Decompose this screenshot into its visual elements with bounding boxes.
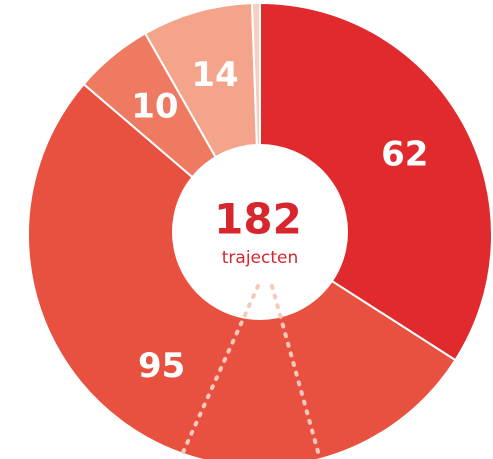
donut-hole bbox=[172, 144, 348, 320]
total-value: 182 bbox=[214, 195, 302, 244]
total-label: trajecten bbox=[222, 248, 299, 268]
wedge-label: 62 bbox=[381, 134, 428, 174]
dotted-connector bbox=[178, 284, 322, 459]
wedge-label: 14 bbox=[191, 55, 238, 95]
dotted-line bbox=[178, 284, 260, 459]
dotted-line bbox=[270, 284, 322, 459]
wedge-label: 10 bbox=[131, 86, 178, 126]
wedge-label: 95 bbox=[138, 346, 185, 386]
